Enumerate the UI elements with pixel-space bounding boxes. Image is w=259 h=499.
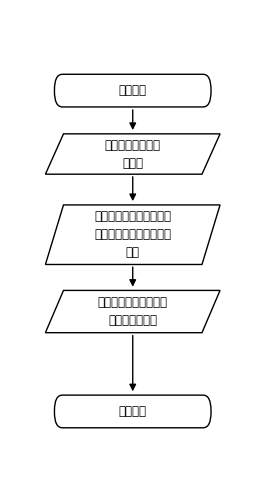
FancyBboxPatch shape: [54, 74, 211, 107]
Text: 开始建模: 开始建模: [119, 84, 147, 97]
Polygon shape: [45, 134, 220, 174]
Polygon shape: [45, 290, 220, 333]
Text: 配置制冷循环单元
的数量: 配置制冷循环单元 的数量: [105, 139, 161, 170]
Text: 对蒸发、压缩和冷凝系
统进行参数配置: 对蒸发、压缩和冷凝系 统进行参数配置: [98, 296, 168, 327]
Text: 建模结束: 建模结束: [119, 405, 147, 418]
Text: 配置每个制冷循环单元的
蒸发、压缩和冷凝系统的
数量: 配置每个制冷循环单元的 蒸发、压缩和冷凝系统的 数量: [94, 210, 171, 259]
Polygon shape: [45, 205, 220, 264]
FancyBboxPatch shape: [54, 395, 211, 428]
